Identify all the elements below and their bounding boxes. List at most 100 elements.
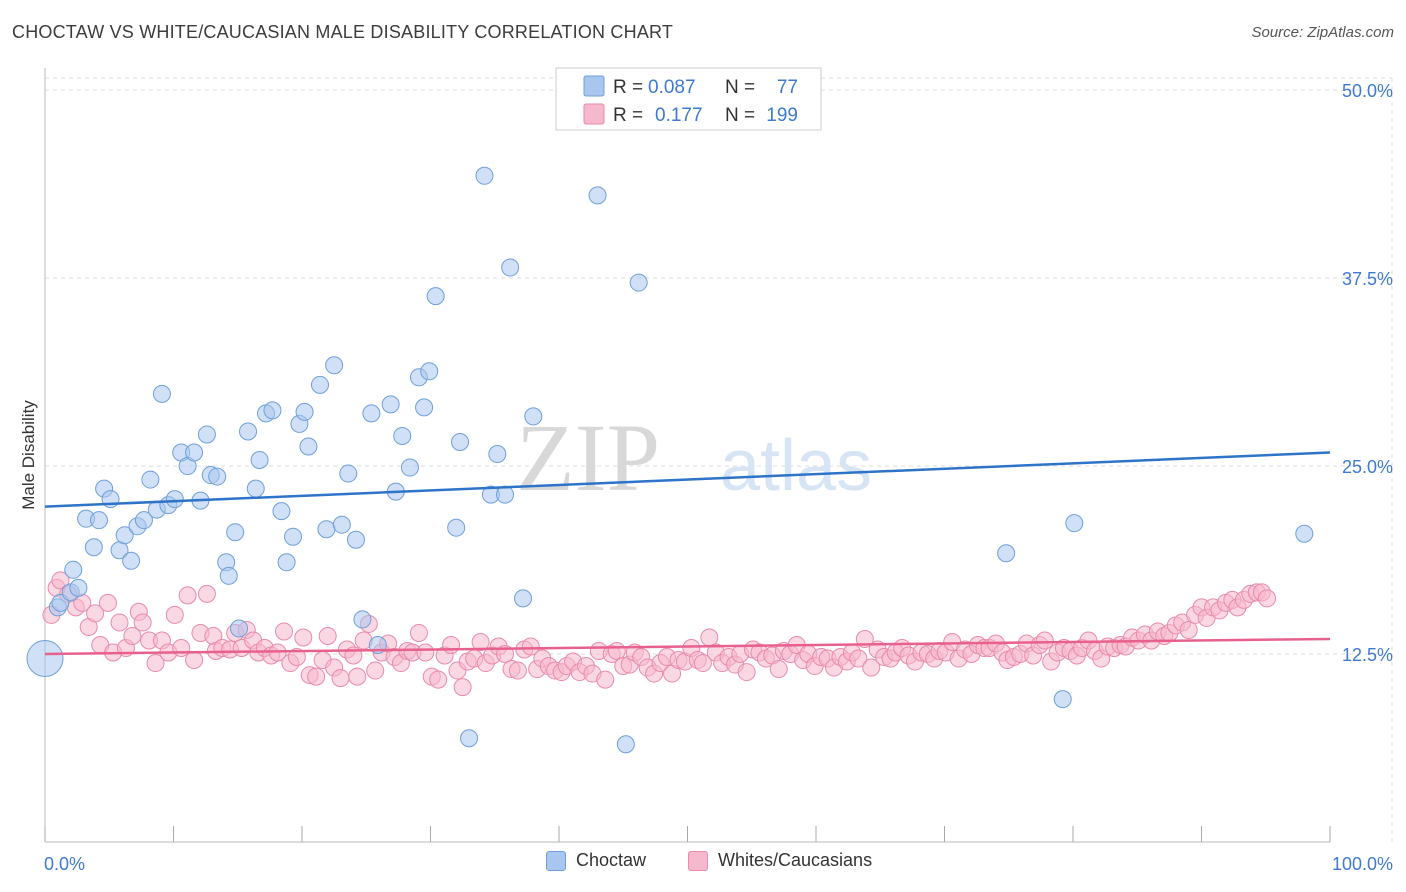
- source-label: Source: ZipAtlas.com: [1251, 24, 1394, 41]
- choctaw-point: [263, 401, 282, 420]
- legend-swatch-choctaw: [546, 850, 566, 871]
- legend-r-label: R =: [613, 77, 643, 98]
- choctaw-point: [1065, 514, 1084, 533]
- choctaw-point: [89, 511, 108, 530]
- legend-label-choctaw: Choctaw: [576, 850, 647, 870]
- legend-swatch-whites: [583, 103, 605, 125]
- whites-point: [769, 660, 788, 679]
- whites-point: [172, 639, 191, 658]
- choctaw-point: [197, 425, 216, 444]
- choctaw-point: [230, 619, 249, 638]
- choctaw-point: [310, 375, 329, 394]
- choctaw-point: [84, 538, 103, 557]
- tick-labels: 12.5% 25.0% 37.5% 50.0% 0.0% 100.0%: [44, 81, 1393, 874]
- choctaw-point: [997, 544, 1016, 563]
- choctaw-point: [277, 553, 296, 572]
- whites-point: [862, 658, 881, 677]
- whites-caucasians-points: [42, 571, 1277, 697]
- choctaw-point: [488, 445, 507, 464]
- choctaw-point: [400, 458, 419, 477]
- whites-point: [849, 649, 868, 668]
- choctaw-point: [524, 407, 543, 426]
- x-tick-label: 0.0%: [44, 854, 85, 874]
- legend-n-value: 199: [766, 105, 798, 126]
- whites-point: [693, 654, 712, 673]
- choctaw-point: [299, 437, 318, 456]
- whites-point: [1179, 620, 1198, 639]
- choctaw-point: [339, 464, 358, 483]
- choctaw-point: [381, 395, 400, 414]
- legend-r-value: 0.177: [655, 105, 703, 126]
- choctaw-point: [115, 526, 134, 545]
- choctaw-point: [332, 515, 351, 534]
- choctaw-point: [226, 523, 245, 542]
- whites-point: [307, 667, 326, 686]
- whites-point: [471, 632, 490, 651]
- choctaw-point: [353, 610, 372, 629]
- choctaw-point: [64, 560, 83, 579]
- choctaw-point: [239, 422, 258, 441]
- whites-point: [146, 654, 165, 673]
- choctaw-point: [246, 479, 265, 498]
- whites-point: [165, 605, 184, 624]
- legend-swatch-choctaw: [583, 75, 605, 97]
- choctaw-point: [141, 470, 160, 489]
- y-axis-label: Male Disability: [19, 400, 38, 510]
- choctaw-point: [514, 589, 533, 608]
- whites-point: [275, 622, 294, 641]
- whites-point: [737, 663, 756, 682]
- choctaw-point: [362, 404, 381, 423]
- whites-point: [442, 635, 461, 654]
- choctaw-point: [393, 426, 412, 445]
- choctaw-point: [295, 402, 314, 421]
- whites-point: [596, 670, 615, 689]
- legend-swatch-whites: [688, 850, 708, 871]
- choctaw-point: [165, 490, 184, 509]
- whites-point: [607, 642, 626, 661]
- whites-point: [429, 670, 448, 689]
- whites-point: [409, 623, 428, 642]
- whites-point: [86, 604, 105, 623]
- chart-title: CHOCTAW VS WHITE/CAUCASIAN MALE DISABILI…: [12, 22, 674, 42]
- gridlines: [45, 77, 1393, 842]
- x-tick-label: 100.0%: [1332, 854, 1393, 874]
- top-legend: R = 0.087 N = 77 R = 0.177 N = 199: [555, 67, 822, 131]
- choctaw-point: [475, 166, 494, 185]
- choctaw-point: [346, 530, 365, 549]
- whites-point: [1258, 589, 1277, 608]
- y-tick-label: 50.0%: [1342, 81, 1393, 101]
- legend-item-choctaw: Choctaw: [546, 850, 646, 871]
- y-tick-label: 37.5%: [1342, 269, 1393, 289]
- choctaw-point: [219, 566, 238, 585]
- choctaw-point: [629, 273, 648, 292]
- bottom-legend: Choctaw Whites/Caucasians: [0, 850, 1406, 880]
- whites-point: [287, 648, 306, 667]
- choctaw-point: [208, 467, 227, 486]
- choctaw-point: [122, 551, 141, 570]
- choctaw-point: [26, 640, 64, 678]
- choctaw-point: [1053, 690, 1072, 709]
- whites-point: [110, 613, 129, 632]
- whites-point: [294, 628, 313, 647]
- axes: [44, 68, 1331, 843]
- whites-point: [1035, 631, 1054, 650]
- choctaw-point: [616, 735, 635, 754]
- whites-point: [185, 651, 204, 670]
- choctaw-point: [272, 502, 291, 521]
- choctaw-point: [317, 520, 336, 539]
- choctaw-point: [325, 356, 344, 375]
- whites-point: [123, 626, 142, 645]
- whites-point: [453, 678, 472, 697]
- legend-n-label: N =: [725, 105, 755, 126]
- trend-lines: [44, 451, 1331, 656]
- choctaw-point: [501, 258, 520, 277]
- choctaw-point: [447, 518, 466, 537]
- whites-point: [98, 593, 117, 612]
- choctaw-point: [460, 729, 479, 748]
- choctaw-point: [152, 384, 171, 403]
- whites-point: [521, 637, 540, 656]
- whites-point: [51, 571, 70, 590]
- choctaw-point: [134, 511, 153, 530]
- whites-point: [416, 643, 435, 662]
